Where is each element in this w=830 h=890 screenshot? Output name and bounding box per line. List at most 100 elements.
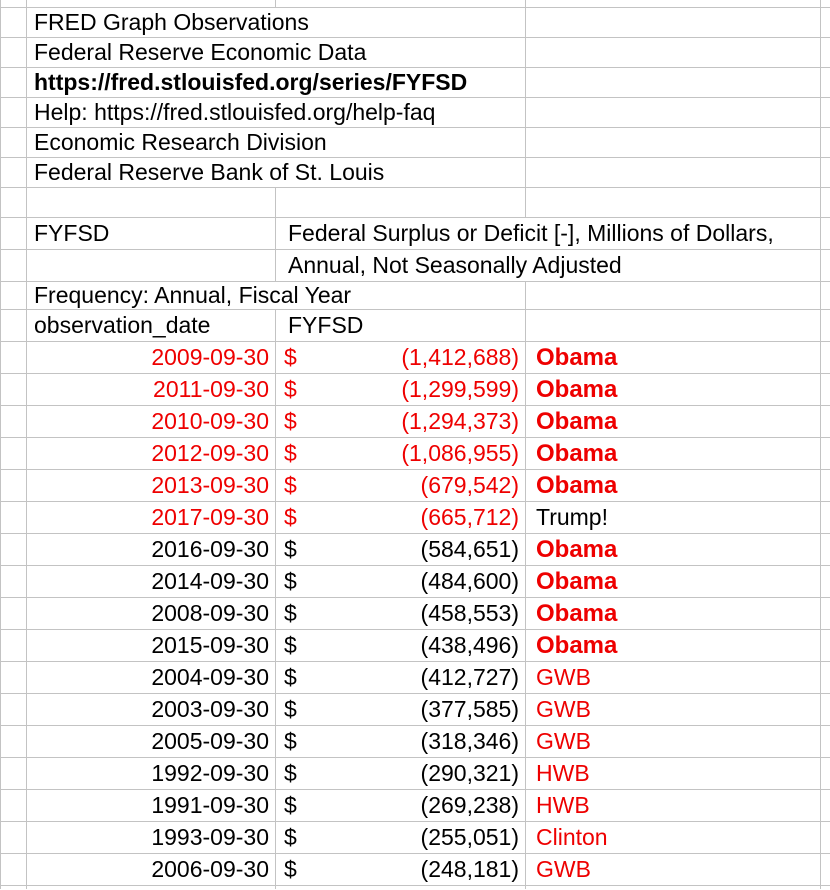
cell-fyfsd-header[interactable]: FYFSD — [275, 309, 526, 342]
empty-cell[interactable] — [0, 533, 27, 566]
cell-value[interactable]: $ (458,553) — [275, 597, 526, 630]
empty-cell[interactable] — [525, 7, 821, 38]
empty-cell[interactable] — [0, 341, 27, 374]
cell-president[interactable]: Obama — [525, 565, 821, 598]
empty-cell[interactable] — [525, 97, 821, 128]
empty-cell[interactable] — [0, 693, 27, 726]
cell-series-id[interactable]: FYFSD — [26, 217, 276, 250]
empty-cell[interactable] — [820, 437, 830, 470]
cell-date[interactable]: 2009-09-30 — [26, 341, 276, 374]
cell-value[interactable]: $ (438,496) — [275, 629, 526, 662]
cell-president[interactable]: Obama — [525, 629, 821, 662]
empty-cell[interactable] — [820, 217, 830, 250]
empty-cell[interactable] — [0, 67, 27, 98]
cell-date[interactable]: 2010-09-30 — [26, 405, 276, 438]
cell-series-description-2[interactable]: Annual, Not Seasonally Adjusted — [275, 249, 821, 282]
cell-president[interactable]: Obama — [525, 469, 821, 502]
empty-cell[interactable] — [0, 565, 27, 598]
cell-president[interactable]: Obama — [525, 405, 821, 438]
empty-cell[interactable] — [0, 661, 27, 694]
cell-bank[interactable]: Federal Reserve Bank of St. Louis — [26, 157, 526, 188]
empty-cell[interactable] — [0, 249, 27, 282]
empty-cell[interactable] — [0, 97, 27, 128]
empty-cell[interactable] — [525, 187, 821, 218]
cell-president[interactable]: Obama — [525, 437, 821, 470]
empty-cell[interactable] — [820, 725, 830, 758]
cell-president[interactable]: GWB — [525, 853, 821, 886]
cell-value[interactable]: $ (1,086,955) — [275, 437, 526, 470]
cell-value[interactable]: $ (679,542) — [275, 469, 526, 502]
empty-cell[interactable] — [275, 885, 526, 889]
empty-cell[interactable] — [820, 565, 830, 598]
empty-cell[interactable] — [820, 187, 830, 218]
empty-cell[interactable] — [820, 629, 830, 662]
empty-cell[interactable] — [820, 67, 830, 98]
empty-cell[interactable] — [820, 37, 830, 68]
cell-president[interactable]: Clinton — [525, 821, 821, 854]
empty-cell[interactable] — [0, 405, 27, 438]
empty-cell[interactable] — [275, 0, 526, 8]
cell-value[interactable]: $ (1,412,688) — [275, 341, 526, 374]
empty-cell[interactable] — [0, 309, 27, 342]
cell-president[interactable]: Trump! — [525, 501, 821, 534]
empty-cell[interactable] — [820, 533, 830, 566]
cell-value[interactable]: $ (377,585) — [275, 693, 526, 726]
empty-cell[interactable] — [820, 853, 830, 886]
cell-date[interactable]: 2004-09-30 — [26, 661, 276, 694]
empty-cell[interactable] — [820, 341, 830, 374]
empty-cell[interactable] — [0, 7, 27, 38]
cell-series-description-1[interactable]: Federal Surplus or Deficit [-], Millions… — [275, 217, 821, 250]
empty-cell[interactable] — [525, 157, 821, 188]
cell-title[interactable]: FRED Graph Observations — [26, 7, 526, 38]
empty-cell[interactable] — [26, 187, 276, 218]
empty-cell[interactable] — [820, 789, 830, 822]
cell-date[interactable]: 2003-09-30 — [26, 693, 276, 726]
empty-cell[interactable] — [820, 373, 830, 406]
empty-cell[interactable] — [0, 373, 27, 406]
cell-date[interactable]: 2008-09-30 — [26, 597, 276, 630]
cell-president[interactable]: Obama — [525, 597, 821, 630]
cell-date[interactable]: 2014-09-30 — [26, 565, 276, 598]
empty-cell[interactable] — [26, 0, 276, 8]
cell-date[interactable]: 1993-09-30 — [26, 821, 276, 854]
empty-cell[interactable] — [0, 757, 27, 790]
cell-subtitle[interactable]: Federal Reserve Economic Data — [26, 37, 526, 68]
cell-date[interactable]: 2017-09-30 — [26, 501, 276, 534]
cell-value[interactable]: $ (290,321) — [275, 757, 526, 790]
cell-value[interactable]: $ (665,712) — [275, 501, 526, 534]
empty-cell[interactable] — [0, 157, 27, 188]
empty-cell[interactable] — [820, 757, 830, 790]
cell-series-url[interactable]: https://fred.stlouisfed.org/series/FYFSD — [26, 67, 526, 98]
empty-cell[interactable] — [0, 725, 27, 758]
cell-president[interactable]: Obama — [525, 533, 821, 566]
empty-cell[interactable] — [525, 127, 821, 158]
cell-date[interactable]: 2015-09-30 — [26, 629, 276, 662]
empty-cell[interactable] — [275, 187, 526, 218]
empty-cell[interactable] — [525, 885, 821, 889]
empty-cell[interactable] — [820, 661, 830, 694]
cell-date[interactable]: 2011-09-30 — [26, 373, 276, 406]
cell-date[interactable]: 1992-09-30 — [26, 757, 276, 790]
empty-cell[interactable] — [0, 629, 27, 662]
cell-president[interactable]: GWB — [525, 725, 821, 758]
empty-cell[interactable] — [820, 7, 830, 38]
cell-date[interactable]: 2012-09-30 — [26, 437, 276, 470]
empty-cell[interactable] — [0, 597, 27, 630]
cell-observation-date-header[interactable]: observation_date — [26, 309, 276, 342]
cell-value[interactable]: $ (412,727) — [275, 661, 526, 694]
empty-cell[interactable] — [525, 281, 821, 310]
cell-division[interactable]: Economic Research Division — [26, 127, 526, 158]
empty-cell[interactable] — [0, 885, 27, 889]
cell-president[interactable]: Obama — [525, 341, 821, 374]
cell-date[interactable]: 2013-09-30 — [26, 469, 276, 502]
empty-cell[interactable] — [820, 885, 830, 889]
empty-cell[interactable] — [820, 597, 830, 630]
cell-value[interactable]: $ (269,238) — [275, 789, 526, 822]
empty-cell[interactable] — [820, 821, 830, 854]
cell-president[interactable]: GWB — [525, 693, 821, 726]
cell-value[interactable]: $ (248,181) — [275, 853, 526, 886]
cell-president[interactable]: HWB — [525, 757, 821, 790]
cell-date[interactable]: 2006-09-30 — [26, 853, 276, 886]
empty-cell[interactable] — [0, 501, 27, 534]
empty-cell[interactable] — [0, 821, 27, 854]
